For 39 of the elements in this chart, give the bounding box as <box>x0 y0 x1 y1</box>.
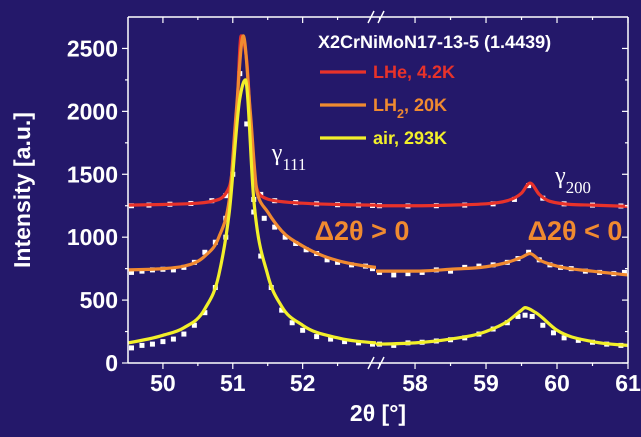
x-tick-label: 58 <box>402 370 428 396</box>
y-tick-label: 0 <box>105 350 118 376</box>
x-tick-label: 60 <box>544 370 570 396</box>
point <box>391 272 396 278</box>
annotation: γ$_{111}$ <box>270 140 306 174</box>
point <box>192 322 197 328</box>
point <box>540 322 546 328</box>
annotation: Δ2θ > 0 <box>314 216 410 246</box>
y-tick-label: 1500 <box>66 161 118 188</box>
y-axis-title: Intensity [a.u.] <box>9 112 35 268</box>
point <box>550 330 556 336</box>
point <box>522 312 528 318</box>
legend-label: LHe, 4.2K <box>373 62 456 82</box>
legend-label: LH$_{2}$, 20K <box>373 95 448 121</box>
x-tick-label: 51 <box>220 370 246 396</box>
point <box>150 342 155 347</box>
point <box>181 332 186 337</box>
y-tick-label: 1000 <box>66 224 118 250</box>
point <box>170 336 176 342</box>
point <box>530 314 535 319</box>
x-tick-label: 50 <box>150 370 176 396</box>
point <box>562 335 567 340</box>
point <box>139 342 144 348</box>
x-tick-label: 61 <box>615 370 641 396</box>
point <box>314 334 320 340</box>
point <box>262 216 267 221</box>
x-tick-label: 59 <box>473 370 499 396</box>
y-tick-label: 500 <box>80 287 118 314</box>
point <box>160 339 166 344</box>
annotation: Δ2θ < 0 <box>528 216 622 246</box>
legend-label: air, 293K <box>373 128 448 148</box>
y-tick-label: 2500 <box>66 35 118 62</box>
point <box>300 328 306 333</box>
y-tick-label: 2000 <box>66 98 118 124</box>
annotation: γ$_{200}$ <box>554 163 591 196</box>
point <box>128 345 134 350</box>
x-axis-title: 2θ [°] <box>350 400 406 426</box>
legend-title: X2CrNiMoN17-13-5 (1.4439) <box>318 32 552 52</box>
x-tick-label: 52 <box>290 370 316 396</box>
